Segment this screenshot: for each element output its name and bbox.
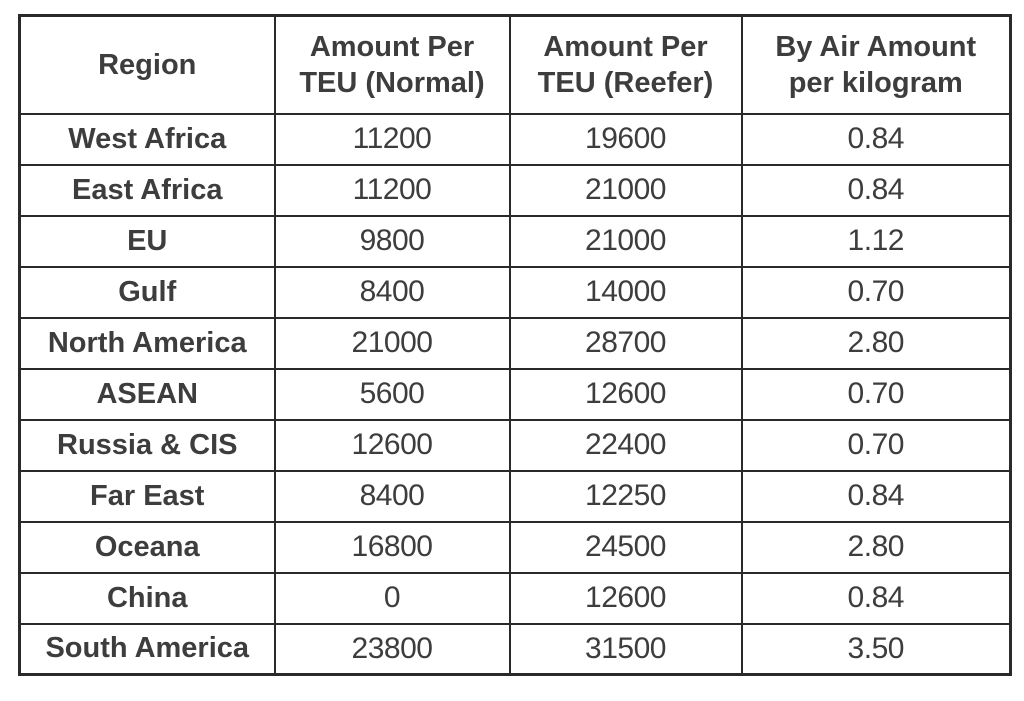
- region-cell: Far East: [18, 469, 276, 523]
- air-amount-cell: 0.70: [740, 418, 1012, 472]
- teu-normal-cell: 5600: [273, 367, 511, 421]
- teu-normal-cell: 23800: [273, 622, 511, 676]
- region-cell: South America: [18, 622, 276, 676]
- air-amount-cell: 0.84: [740, 469, 1012, 523]
- air-amount-cell: 2.80: [740, 316, 1012, 370]
- header-line: Region: [98, 48, 197, 81]
- teu-normal-cell: 11200: [273, 112, 511, 166]
- header-line: Amount Per: [309, 30, 475, 63]
- air-amount-cell: 0.70: [740, 367, 1012, 421]
- teu-reefer-cell: 31500: [508, 622, 743, 676]
- air-amount-cell: 0.84: [740, 571, 1012, 625]
- teu-normal-cell: 11200: [273, 163, 511, 217]
- air-amount-cell: 0.70: [740, 265, 1012, 319]
- teu-normal-cell: 9800: [273, 214, 511, 268]
- region-cell: Oceana: [18, 520, 276, 574]
- table-row: ASEAN 5600 12600 0.70: [18, 367, 1012, 421]
- teu-normal-cell: 8400: [273, 469, 511, 523]
- teu-normal-cell: 0: [273, 571, 511, 625]
- col-header-region: Region: [18, 14, 276, 115]
- table-header-row: Region Amount Per TEU (Normal) Amount Pe…: [18, 14, 1012, 115]
- teu-reefer-cell: 19600: [508, 112, 743, 166]
- teu-reefer-cell: 22400: [508, 418, 743, 472]
- region-cell: West Africa: [18, 112, 276, 166]
- teu-reefer-cell: 12600: [508, 571, 743, 625]
- table-row: Far East 8400 12250 0.84: [18, 469, 1012, 523]
- shipping-rates-table-container: Region Amount Per TEU (Normal) Amount Pe…: [18, 14, 1012, 676]
- region-cell: East Africa: [18, 163, 276, 217]
- table-row: China 0 12600 0.84: [18, 571, 1012, 625]
- header-line: TEU (Normal): [299, 66, 485, 99]
- region-cell: ASEAN: [18, 367, 276, 421]
- air-amount-cell: 1.12: [740, 214, 1012, 268]
- col-header-teu-normal: Amount Per TEU (Normal): [273, 14, 511, 115]
- teu-reefer-cell: 12600: [508, 367, 743, 421]
- col-header-air-amount: By Air Amount per kilogram: [740, 14, 1012, 115]
- table-row: Russia & CIS 12600 22400 0.70: [18, 418, 1012, 472]
- teu-reefer-cell: 28700: [508, 316, 743, 370]
- table-row: EU 9800 21000 1.12: [18, 214, 1012, 268]
- teu-normal-cell: 8400: [273, 265, 511, 319]
- header-line: TEU (Reefer): [537, 66, 714, 99]
- table-row: South America 23800 31500 3.50: [18, 622, 1012, 676]
- col-header-teu-reefer: Amount Per TEU (Reefer): [508, 14, 743, 115]
- header-line: By Air Amount: [775, 30, 977, 63]
- table-row: North America 21000 28700 2.80: [18, 316, 1012, 370]
- teu-reefer-cell: 12250: [508, 469, 743, 523]
- region-cell: North America: [18, 316, 276, 370]
- table-row: East Africa 11200 21000 0.84: [18, 163, 1012, 217]
- table-row: Gulf 8400 14000 0.70: [18, 265, 1012, 319]
- air-amount-cell: 0.84: [740, 112, 1012, 166]
- header-line: Amount Per: [543, 30, 708, 63]
- teu-normal-cell: 12600: [273, 418, 511, 472]
- shipping-rates-table: Region Amount Per TEU (Normal) Amount Pe…: [18, 14, 1012, 676]
- teu-reefer-cell: 14000: [508, 265, 743, 319]
- table-row: Oceana 16800 24500 2.80: [18, 520, 1012, 574]
- region-cell: Russia & CIS: [18, 418, 276, 472]
- teu-reefer-cell: 21000: [508, 214, 743, 268]
- teu-reefer-cell: 24500: [508, 520, 743, 574]
- header-line: per kilogram: [788, 66, 963, 99]
- region-cell: China: [18, 571, 276, 625]
- region-cell: EU: [18, 214, 276, 268]
- air-amount-cell: 0.84: [740, 163, 1012, 217]
- teu-normal-cell: 21000: [273, 316, 511, 370]
- air-amount-cell: 2.80: [740, 520, 1012, 574]
- table-row: West Africa 11200 19600 0.84: [18, 112, 1012, 166]
- teu-reefer-cell: 21000: [508, 163, 743, 217]
- air-amount-cell: 3.50: [740, 622, 1012, 676]
- region-cell: Gulf: [18, 265, 276, 319]
- teu-normal-cell: 16800: [273, 520, 511, 574]
